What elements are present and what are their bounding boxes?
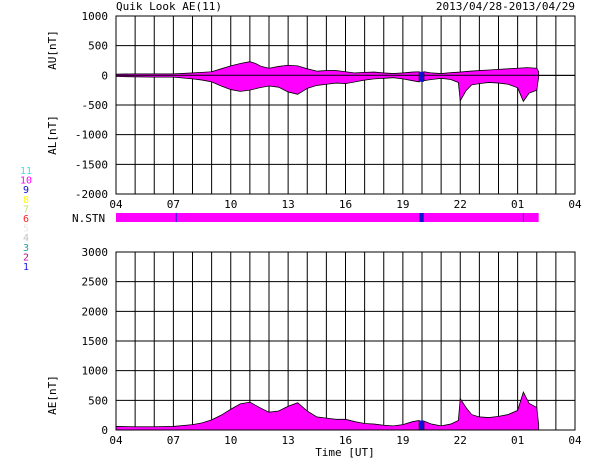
legend-entry: 2	[23, 252, 29, 263]
au-axis-label: AU[nT]	[46, 30, 59, 70]
plot-frame	[115, 15, 576, 195]
data-gap-marker	[419, 71, 424, 82]
legend-entry: 1	[23, 262, 29, 273]
x-tick-label: 04	[109, 198, 123, 211]
ae-area	[115, 401, 420, 431]
al-axis-label: AL[nT]	[46, 115, 59, 155]
y-tick-label: 2500	[82, 276, 109, 289]
legend-entry: 4	[23, 233, 29, 244]
al-area	[115, 74, 420, 95]
x-axis-label: Time [UT]	[315, 446, 375, 459]
x-tick-label: 04	[568, 198, 582, 211]
x-tick-label: 07	[167, 198, 180, 211]
legend-entry: 7	[23, 204, 29, 215]
legend-entry: 11	[20, 166, 32, 177]
date-range: 2013/04/28-2013/04/29	[436, 0, 575, 13]
au-area	[423, 67, 540, 76]
station-bar-label: N.STN	[72, 212, 105, 225]
y-tick-label: 1000	[82, 365, 109, 378]
x-tick-label: 19	[396, 434, 409, 447]
y-tick-label: 0	[101, 424, 108, 437]
y-tick-label: -1500	[75, 158, 108, 171]
ae-axis-label: AE[nT]	[46, 375, 59, 415]
au-area	[115, 61, 420, 76]
x-tick-label: 16	[339, 434, 352, 447]
station-count-bar	[116, 213, 539, 222]
x-tick-label: 10	[224, 434, 237, 447]
y-tick-label: -2000	[75, 188, 108, 201]
legend-entry: 6	[23, 214, 29, 225]
legend-entry: 5	[23, 224, 29, 235]
y-tick-label: -1000	[75, 129, 108, 142]
x-tick-label: 13	[282, 198, 295, 211]
y-tick-label: 3000	[82, 246, 109, 259]
y-tick-label: -500	[82, 99, 109, 112]
y-tick-label: 0	[101, 69, 108, 82]
y-tick-label: 1500	[82, 335, 109, 348]
y-tick-label: 500	[88, 394, 108, 407]
x-tick-label: 22	[454, 434, 467, 447]
x-tick-label: 01	[511, 434, 524, 447]
chart-title: Quik Look AE(11)	[116, 0, 222, 13]
legend-entry: 10	[20, 176, 32, 187]
x-tick-label: 07	[167, 434, 180, 447]
al-area	[423, 74, 540, 103]
x-tick-label: 22	[454, 198, 467, 211]
y-tick-label: 2000	[82, 305, 109, 318]
legend-entry: 3	[23, 243, 29, 254]
station-segment	[423, 213, 539, 222]
x-tick-label: 19	[396, 198, 409, 211]
data-gap-marker	[419, 420, 424, 430]
legend-entry: 9	[23, 185, 29, 196]
x-tick-label: 04	[568, 434, 582, 447]
y-tick-label: 500	[88, 40, 108, 53]
y-tick-label: 1000	[82, 10, 109, 23]
x-tick-label: 04	[109, 434, 123, 447]
ae-area	[423, 390, 540, 431]
plot-frame	[115, 251, 576, 431]
x-tick-label: 10	[224, 198, 237, 211]
station-segment	[419, 213, 424, 222]
station-segment	[116, 213, 420, 222]
x-tick-label: 13	[282, 434, 295, 447]
x-tick-label: 01	[511, 198, 524, 211]
x-tick-label: 16	[339, 198, 352, 211]
legend-entry: 8	[23, 195, 29, 206]
